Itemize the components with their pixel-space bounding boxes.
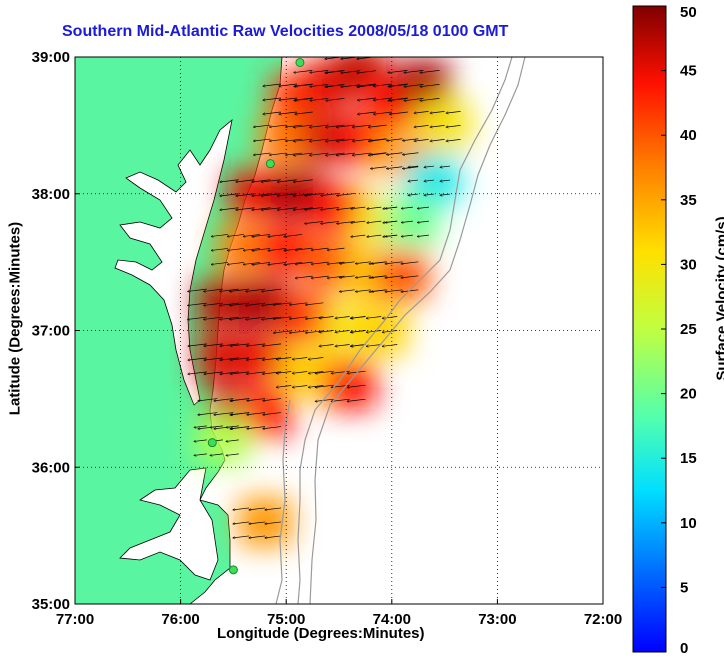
- colorbar-tick-label: 0: [680, 640, 688, 657]
- colorbar-tick-label: 35: [680, 192, 697, 209]
- colorbar-tick-label: 50: [680, 4, 697, 21]
- colorbar-tick-label: 45: [680, 63, 697, 80]
- chart-title: Southern Mid-Atlantic Raw Velocities 200…: [62, 23, 632, 41]
- colorbar-label: Surface Velocity (cm/s): [714, 189, 724, 409]
- x-tick-label: 72:00: [584, 611, 622, 628]
- y-tick-label: 36:00: [32, 459, 70, 476]
- colorbar-tick-label: 10: [680, 515, 697, 532]
- colorbar-tick-label: 40: [680, 127, 697, 144]
- y-tick-label: 37:00: [32, 323, 70, 340]
- radar-station-marker: [266, 160, 274, 168]
- y-axis-label: Latitude (Degrees:Minutes): [7, 209, 24, 429]
- y-tick-label: 39:00: [32, 49, 70, 66]
- y-tick-label: 38:00: [32, 186, 70, 203]
- x-tick-label: 76:00: [161, 611, 199, 628]
- x-axis-label: Longitude (Degrees:Minutes): [217, 625, 425, 642]
- colorbar-tick-label: 5: [680, 579, 688, 596]
- y-tick-label: 35:00: [32, 596, 70, 613]
- colorbar-tick-label: 25: [680, 321, 697, 338]
- x-tick-label: 73:00: [478, 611, 516, 628]
- radar-station-marker: [229, 566, 237, 574]
- radar-station-marker: [296, 58, 304, 66]
- x-tick-label: 77:00: [56, 611, 94, 628]
- colorbar-tick-label: 15: [680, 450, 697, 467]
- colorbar-tick-label: 20: [680, 386, 697, 403]
- radar-station-marker: [208, 439, 216, 447]
- colorbar-tick-label: 30: [680, 256, 697, 273]
